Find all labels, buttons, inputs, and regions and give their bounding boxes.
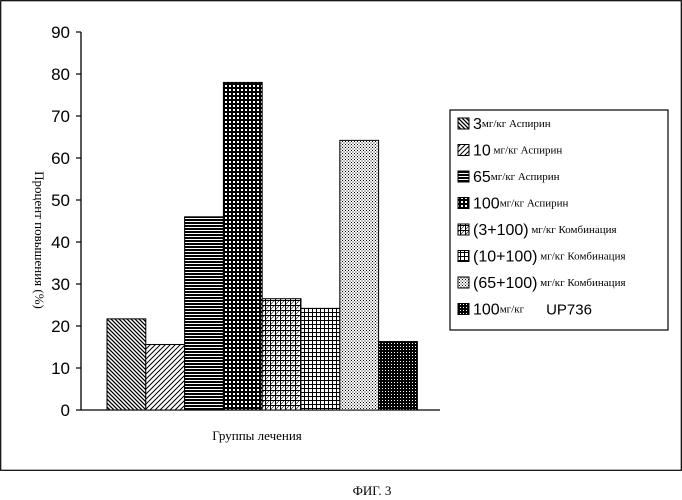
legend-compound: UP736 [546,302,592,319]
bar-5 [262,299,301,410]
legend-dose: 100 [473,302,500,319]
bar-series [107,82,417,410]
x-axis-title: Группы лечения [212,428,302,443]
legend-swatch-1 [458,118,469,129]
y-tick-label: 90 [51,23,70,42]
legend-unit: мг/кг [500,304,525,316]
bar-6 [301,308,340,410]
bar-8 [379,342,418,410]
legend-unit: мг/кг Комбинация [529,224,617,236]
bar-4 [223,82,262,410]
legend-dose: 65 [473,169,491,186]
y-tick-label: 0 [61,401,70,420]
legend-unit: мг/кг Комбинация [538,277,626,289]
figure-caption: ФИГ. 3 [353,483,392,498]
legend-unit: мг/кг Комбинация [538,251,626,263]
legend-swatch-4 [458,198,469,209]
legend-dose: (65+100) [473,275,538,292]
legend-swatch-2 [458,145,469,156]
y-tick-label: 10 [51,359,70,378]
bar-2 [146,344,185,410]
y-axis-title: Процент повышения (%) [32,171,47,309]
legend-swatch-5 [458,224,469,235]
legend-unit: мг/кг Аспирин [491,145,563,157]
y-tick-label: 20 [51,317,70,336]
legend-dose: 3 [473,116,482,133]
y-tick-label: 70 [51,107,70,126]
legend-dose: (10+100) [473,249,538,266]
legend-swatch-6 [458,251,469,262]
legend-unit: мг/кг Аспирин [482,118,551,130]
y-tick-label: 30 [51,275,70,294]
y-tick-label: 60 [51,149,70,168]
legend-dose: 100 [473,196,500,213]
legend-unit: мг/кг Аспирин [500,198,569,210]
y-tick-label: 80 [51,65,70,84]
y-tick-label: 50 [51,191,70,210]
legend-swatch-8 [458,304,469,315]
y-axis-ticks: 0 10 20 30 40 50 60 70 80 90 [51,23,81,420]
legend-dose: 10 [473,143,491,160]
legend-swatch-3 [458,171,469,182]
bar-3 [185,217,224,410]
legend-dose: (3+100) [473,222,529,239]
legend-swatch-7 [458,277,469,288]
bar-1 [107,319,146,410]
legend-unit: мг/кг Аспирин [491,171,560,183]
y-tick-label: 40 [51,233,70,252]
bar-7 [340,140,379,410]
